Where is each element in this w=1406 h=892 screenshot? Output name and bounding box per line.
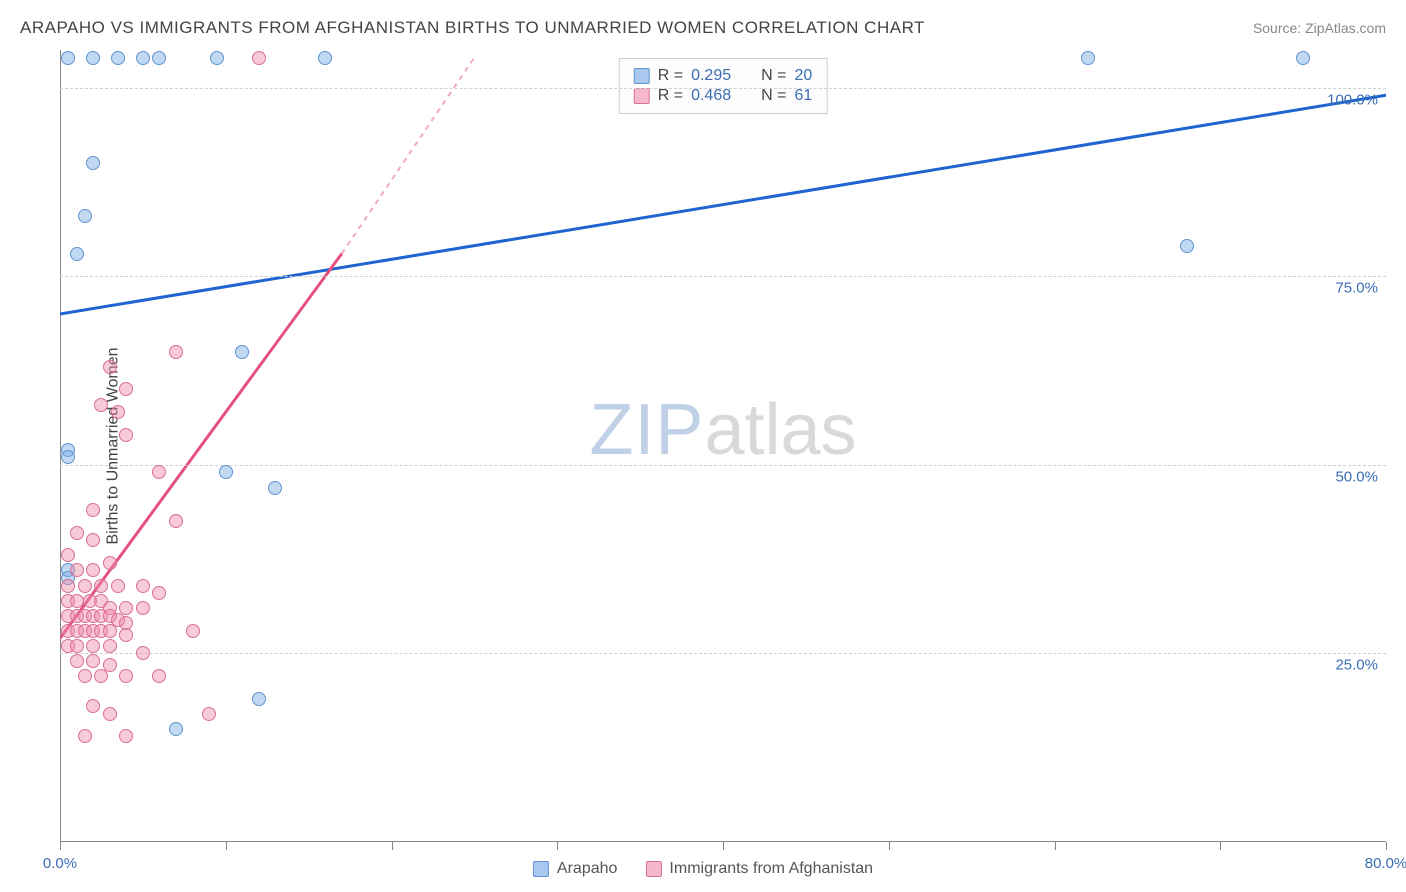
data-point — [152, 465, 166, 479]
data-point — [86, 503, 100, 517]
series-legend: Arapaho Immigrants from Afghanistan — [533, 860, 873, 878]
data-point — [202, 707, 216, 721]
data-point — [152, 669, 166, 683]
source-attribution: Source: ZipAtlas.com — [1253, 20, 1386, 36]
data-point — [111, 405, 125, 419]
data-point — [94, 579, 108, 593]
correlation-legend: R = 0.295N = 20 R = 0.468N = 61 — [619, 58, 828, 114]
data-point — [1180, 239, 1194, 253]
data-point — [70, 654, 84, 668]
y-axis-line — [60, 50, 61, 842]
data-point — [268, 481, 282, 495]
legend-stat-row: R = 0.468N = 61 — [634, 87, 813, 105]
data-point — [136, 51, 150, 65]
data-point — [94, 669, 108, 683]
x-tick — [60, 842, 61, 850]
data-point — [318, 51, 332, 65]
data-point — [136, 646, 150, 660]
data-point — [61, 579, 75, 593]
x-tick-label: 80.0% — [1365, 855, 1406, 872]
data-point — [119, 428, 133, 442]
data-point — [61, 450, 75, 464]
data-point — [103, 639, 117, 653]
gridline — [60, 653, 1386, 654]
data-point — [94, 398, 108, 412]
data-point — [70, 594, 84, 608]
data-point — [70, 563, 84, 577]
data-point — [70, 526, 84, 540]
data-point — [152, 51, 166, 65]
data-point — [119, 382, 133, 396]
data-point — [86, 639, 100, 653]
x-tick — [392, 842, 393, 850]
data-point — [70, 247, 84, 261]
data-point — [78, 579, 92, 593]
data-point — [111, 51, 125, 65]
regression-lines — [60, 50, 1386, 842]
gridline — [60, 465, 1386, 466]
chart-title: ARAPAHO VS IMMIGRANTS FROM AFGHANISTAN B… — [20, 18, 925, 38]
data-point — [252, 692, 266, 706]
data-point — [78, 729, 92, 743]
data-point — [78, 669, 92, 683]
x-tick — [226, 842, 227, 850]
data-point — [136, 579, 150, 593]
legend-item: Arapaho — [533, 860, 618, 878]
gridline — [60, 276, 1386, 277]
data-point — [136, 601, 150, 615]
data-point — [119, 669, 133, 683]
data-point — [86, 563, 100, 577]
data-point — [86, 156, 100, 170]
data-point — [86, 51, 100, 65]
y-tick-label: 25.0% — [1335, 657, 1378, 674]
y-tick-label: 50.0% — [1335, 468, 1378, 485]
data-point — [219, 465, 233, 479]
x-tick — [1386, 842, 1387, 850]
data-point — [78, 209, 92, 223]
y-tick-label: 75.0% — [1335, 280, 1378, 297]
data-point — [119, 628, 133, 642]
data-point — [186, 624, 200, 638]
data-point — [86, 654, 100, 668]
data-point — [169, 345, 183, 359]
gridline — [60, 88, 1386, 89]
data-point — [103, 624, 117, 638]
scatter-chart: ZIPatlas R = 0.295N = 20R = 0.468N = 61 … — [60, 50, 1386, 842]
data-point — [61, 51, 75, 65]
data-point — [169, 514, 183, 528]
data-point — [103, 707, 117, 721]
watermark: ZIPatlas — [589, 389, 856, 471]
data-point — [86, 533, 100, 547]
data-point — [103, 556, 117, 570]
data-point — [86, 699, 100, 713]
data-point — [70, 639, 84, 653]
x-tick — [1220, 842, 1221, 850]
data-point — [169, 722, 183, 736]
data-point — [152, 586, 166, 600]
data-point — [235, 345, 249, 359]
data-point — [61, 548, 75, 562]
y-tick-label: 100.0% — [1327, 91, 1378, 108]
legend-item: Immigrants from Afghanistan — [645, 860, 873, 878]
legend-stat-row: R = 0.295N = 20 — [634, 67, 813, 85]
data-point — [111, 579, 125, 593]
x-tick — [1055, 842, 1056, 850]
x-tick — [557, 842, 558, 850]
x-tick — [889, 842, 890, 850]
data-point — [103, 360, 117, 374]
x-tick — [723, 842, 724, 850]
data-point — [1081, 51, 1095, 65]
data-point — [210, 51, 224, 65]
data-point — [1296, 51, 1310, 65]
x-tick-label: 0.0% — [43, 855, 77, 872]
data-point — [119, 729, 133, 743]
data-point — [252, 51, 266, 65]
